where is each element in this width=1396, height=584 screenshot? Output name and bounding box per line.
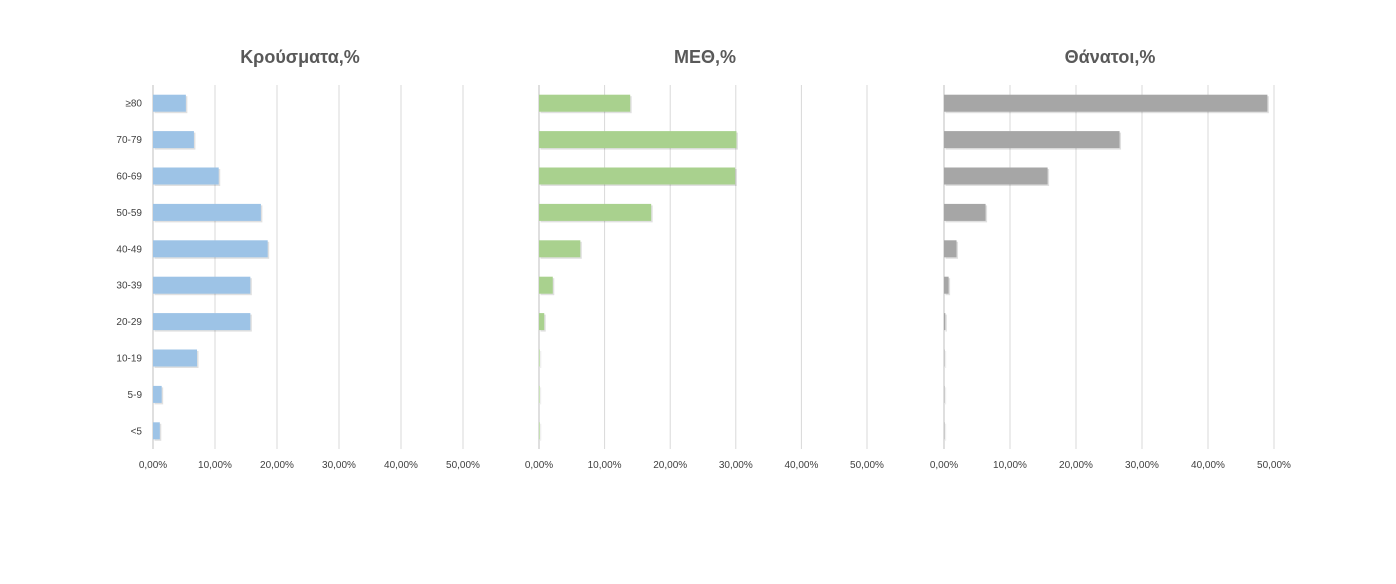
bar-5-9 [539, 385, 540, 403]
bar-70-79 [944, 131, 1120, 149]
x-tick-label: 10,00% [198, 460, 232, 471]
x-tick-label: 30,00% [1125, 460, 1159, 471]
category-label: 30-39 [116, 281, 142, 292]
chart-title: Θάνατοι,% [1065, 47, 1156, 67]
bar-shadow [945, 387, 947, 405]
bar-5-9 [944, 385, 945, 403]
bar-40-49 [539, 240, 581, 258]
category-label: <5 [131, 426, 143, 437]
x-tick-label: 30,00% [719, 460, 753, 471]
x-tick-label: 0,00% [525, 460, 553, 471]
x-tick-label: 10,00% [993, 460, 1027, 471]
bar-40-49 [944, 240, 957, 258]
bar-50-59 [944, 203, 986, 221]
bar-50-59 [539, 203, 652, 221]
category-label: 60-69 [116, 172, 142, 183]
category-label: ≥80 [125, 99, 142, 110]
x-tick-label: 0,00% [139, 460, 167, 471]
x-tick-label: 10,00% [588, 460, 622, 471]
chart-deaths: Θάνατοι,% 0,00% 10,00% 20,00% 30,00% 40,00% 50… [930, 47, 1291, 471]
x-tick-label: 40,00% [384, 460, 418, 471]
bar-≥80 [944, 94, 1268, 112]
bar-<5 [944, 422, 945, 440]
bar-shadow [540, 387, 542, 405]
x-tick-label: 30,00% [322, 460, 356, 471]
x-tick-label: 50,00% [850, 460, 884, 471]
bar-≥80 [539, 94, 631, 112]
bar-20-29 [153, 313, 251, 331]
x-tick-label: 0,00% [930, 460, 958, 471]
category-label: 40-49 [116, 244, 142, 255]
x-tick-label: 40,00% [1191, 460, 1225, 471]
bar-20-29 [539, 313, 545, 331]
chart-title: Κρούσματα,% [240, 47, 360, 67]
bar-70-79 [153, 131, 194, 149]
category-label: 10-19 [116, 354, 142, 365]
x-tick-label: 20,00% [653, 460, 687, 471]
category-label: 70-79 [116, 135, 142, 146]
bar-10-19 [539, 349, 540, 367]
bar-60-69 [944, 167, 1048, 185]
bar-30-39 [153, 276, 251, 294]
bar-60-69 [539, 167, 736, 185]
bar-30-39 [539, 276, 553, 294]
bar-10-19 [944, 349, 945, 367]
x-tick-label: 40,00% [784, 460, 818, 471]
bar-40-49 [153, 240, 268, 258]
bar-shadow [540, 423, 542, 441]
chart-cases: Κρούσματα,% 0,00% 10,00% 20,00% 30,00% 40,00%… [116, 47, 480, 471]
bar-≥80 [153, 94, 186, 112]
category-label: 5-9 [128, 390, 143, 401]
chart-icu: ΜΕΘ,% 0,00% 10,00% 20,00% 30,00% 40,00% 50,00% [525, 47, 884, 471]
chart-title: ΜΕΘ,% [674, 47, 736, 67]
bar-shadow [945, 351, 947, 368]
bar-30-39 [944, 276, 949, 294]
bar-70-79 [539, 131, 737, 149]
x-tick-label: 20,00% [1059, 460, 1093, 471]
bar-20-29 [944, 313, 946, 331]
bar-5-9 [153, 385, 162, 403]
bar-<5 [153, 422, 160, 440]
bar-shadow [945, 423, 947, 441]
bar-<5 [539, 422, 540, 440]
x-tick-label: 50,00% [446, 460, 480, 471]
x-tick-label: 50,00% [1257, 460, 1291, 471]
category-label: 50-59 [116, 208, 142, 219]
bar-10-19 [153, 349, 198, 367]
category-label: 20-29 [116, 317, 142, 328]
bar-shadow [945, 314, 947, 332]
bar-60-69 [153, 167, 219, 185]
x-tick-label: 20,00% [260, 460, 294, 471]
bar-50-59 [153, 203, 261, 221]
bar-shadow [540, 351, 542, 368]
